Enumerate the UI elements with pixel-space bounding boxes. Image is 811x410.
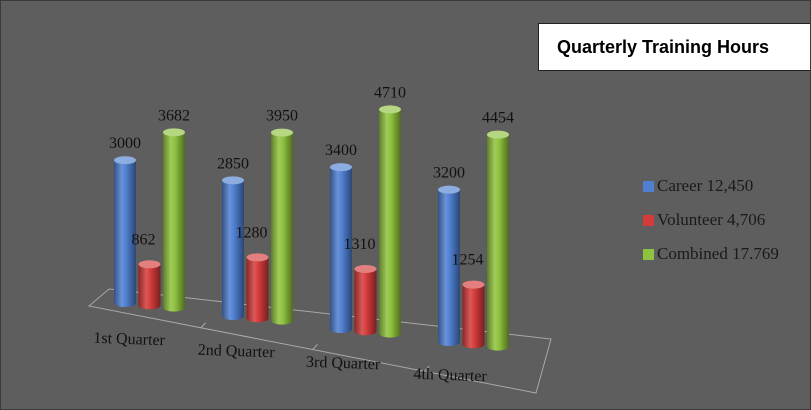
floor-divider	[312, 344, 318, 350]
data-label: 3950	[266, 108, 298, 125]
bar-combined-3	[379, 105, 401, 338]
bar-body	[330, 167, 352, 333]
bar-combined-4	[487, 130, 509, 351]
data-label: 2850	[217, 155, 249, 172]
legend-label-volunteer: Volunteer 4,706	[657, 210, 766, 229]
floor-divider	[423, 365, 430, 372]
legend-item-career: Career 12,450	[643, 169, 779, 203]
data-label: 3682	[158, 107, 190, 124]
bar-volunteer-4	[462, 280, 485, 349]
data-label: 1254	[452, 252, 484, 269]
bar-volunteer-1	[138, 260, 161, 310]
chart-title: Quarterly Training Hours	[538, 23, 810, 71]
bar-body	[246, 257, 269, 323]
legend: Career 12,450 Volunteer 4,706 Combined 1…	[643, 169, 779, 271]
bar-career-1	[114, 156, 136, 307]
legend-swatch-career	[643, 180, 654, 192]
data-label: 3000	[109, 135, 141, 152]
data-label: 1280	[236, 224, 268, 241]
bar-volunteer-2	[246, 253, 269, 323]
bar-top	[114, 156, 136, 165]
bar-combined-2	[271, 128, 293, 325]
legend-item-combined: Combined 17.769	[643, 237, 779, 271]
bar-top	[354, 264, 377, 273]
bar-body	[114, 160, 136, 307]
bar-body	[487, 134, 509, 351]
bar-body	[462, 284, 485, 349]
data-label: 1310	[344, 236, 376, 253]
bar-body	[379, 109, 401, 338]
data-label: 3200	[433, 165, 465, 182]
bar-body	[138, 264, 161, 310]
legend-item-volunteer: Volunteer 4,706	[643, 203, 779, 237]
floor-divider	[200, 322, 207, 329]
bar-top	[246, 253, 269, 262]
bar-top	[222, 176, 244, 185]
bar-combined-1	[163, 128, 185, 312]
legend-label-combined: Combined 17.769	[657, 244, 779, 263]
bar-body	[271, 132, 293, 325]
bar-volunteer-3	[354, 264, 377, 336]
data-label: 4454	[482, 110, 514, 127]
x-tick-label: 2nd Quarter	[197, 342, 275, 362]
bar-top	[271, 128, 293, 137]
data-label: 3400	[325, 142, 357, 159]
data-label: 862	[132, 231, 156, 248]
bar-career-4	[438, 185, 460, 346]
legend-swatch-volunteer	[643, 214, 654, 226]
bar-top	[330, 163, 352, 172]
bar-career-2	[222, 176, 244, 320]
bar-body	[163, 132, 185, 312]
bar-career-3	[330, 163, 352, 333]
bar-top	[138, 260, 161, 269]
legend-swatch-combined	[643, 248, 654, 260]
bar-top	[462, 280, 485, 289]
bar-body	[354, 268, 377, 336]
data-label: 4710	[374, 84, 406, 101]
bar-top	[163, 128, 185, 137]
x-tick-label: 3rd Quarter	[306, 354, 381, 374]
floor-plane	[87, 288, 552, 394]
bar-body	[222, 180, 244, 320]
x-tick-label: 1st Quarter	[93, 330, 166, 350]
legend-label-career: Career 12,450	[657, 176, 754, 195]
bar-top	[379, 105, 401, 114]
bar-body	[438, 189, 460, 346]
x-tick-label: 4th Quarter	[413, 366, 488, 386]
bar-top	[487, 130, 509, 139]
bar-top	[438, 185, 460, 194]
